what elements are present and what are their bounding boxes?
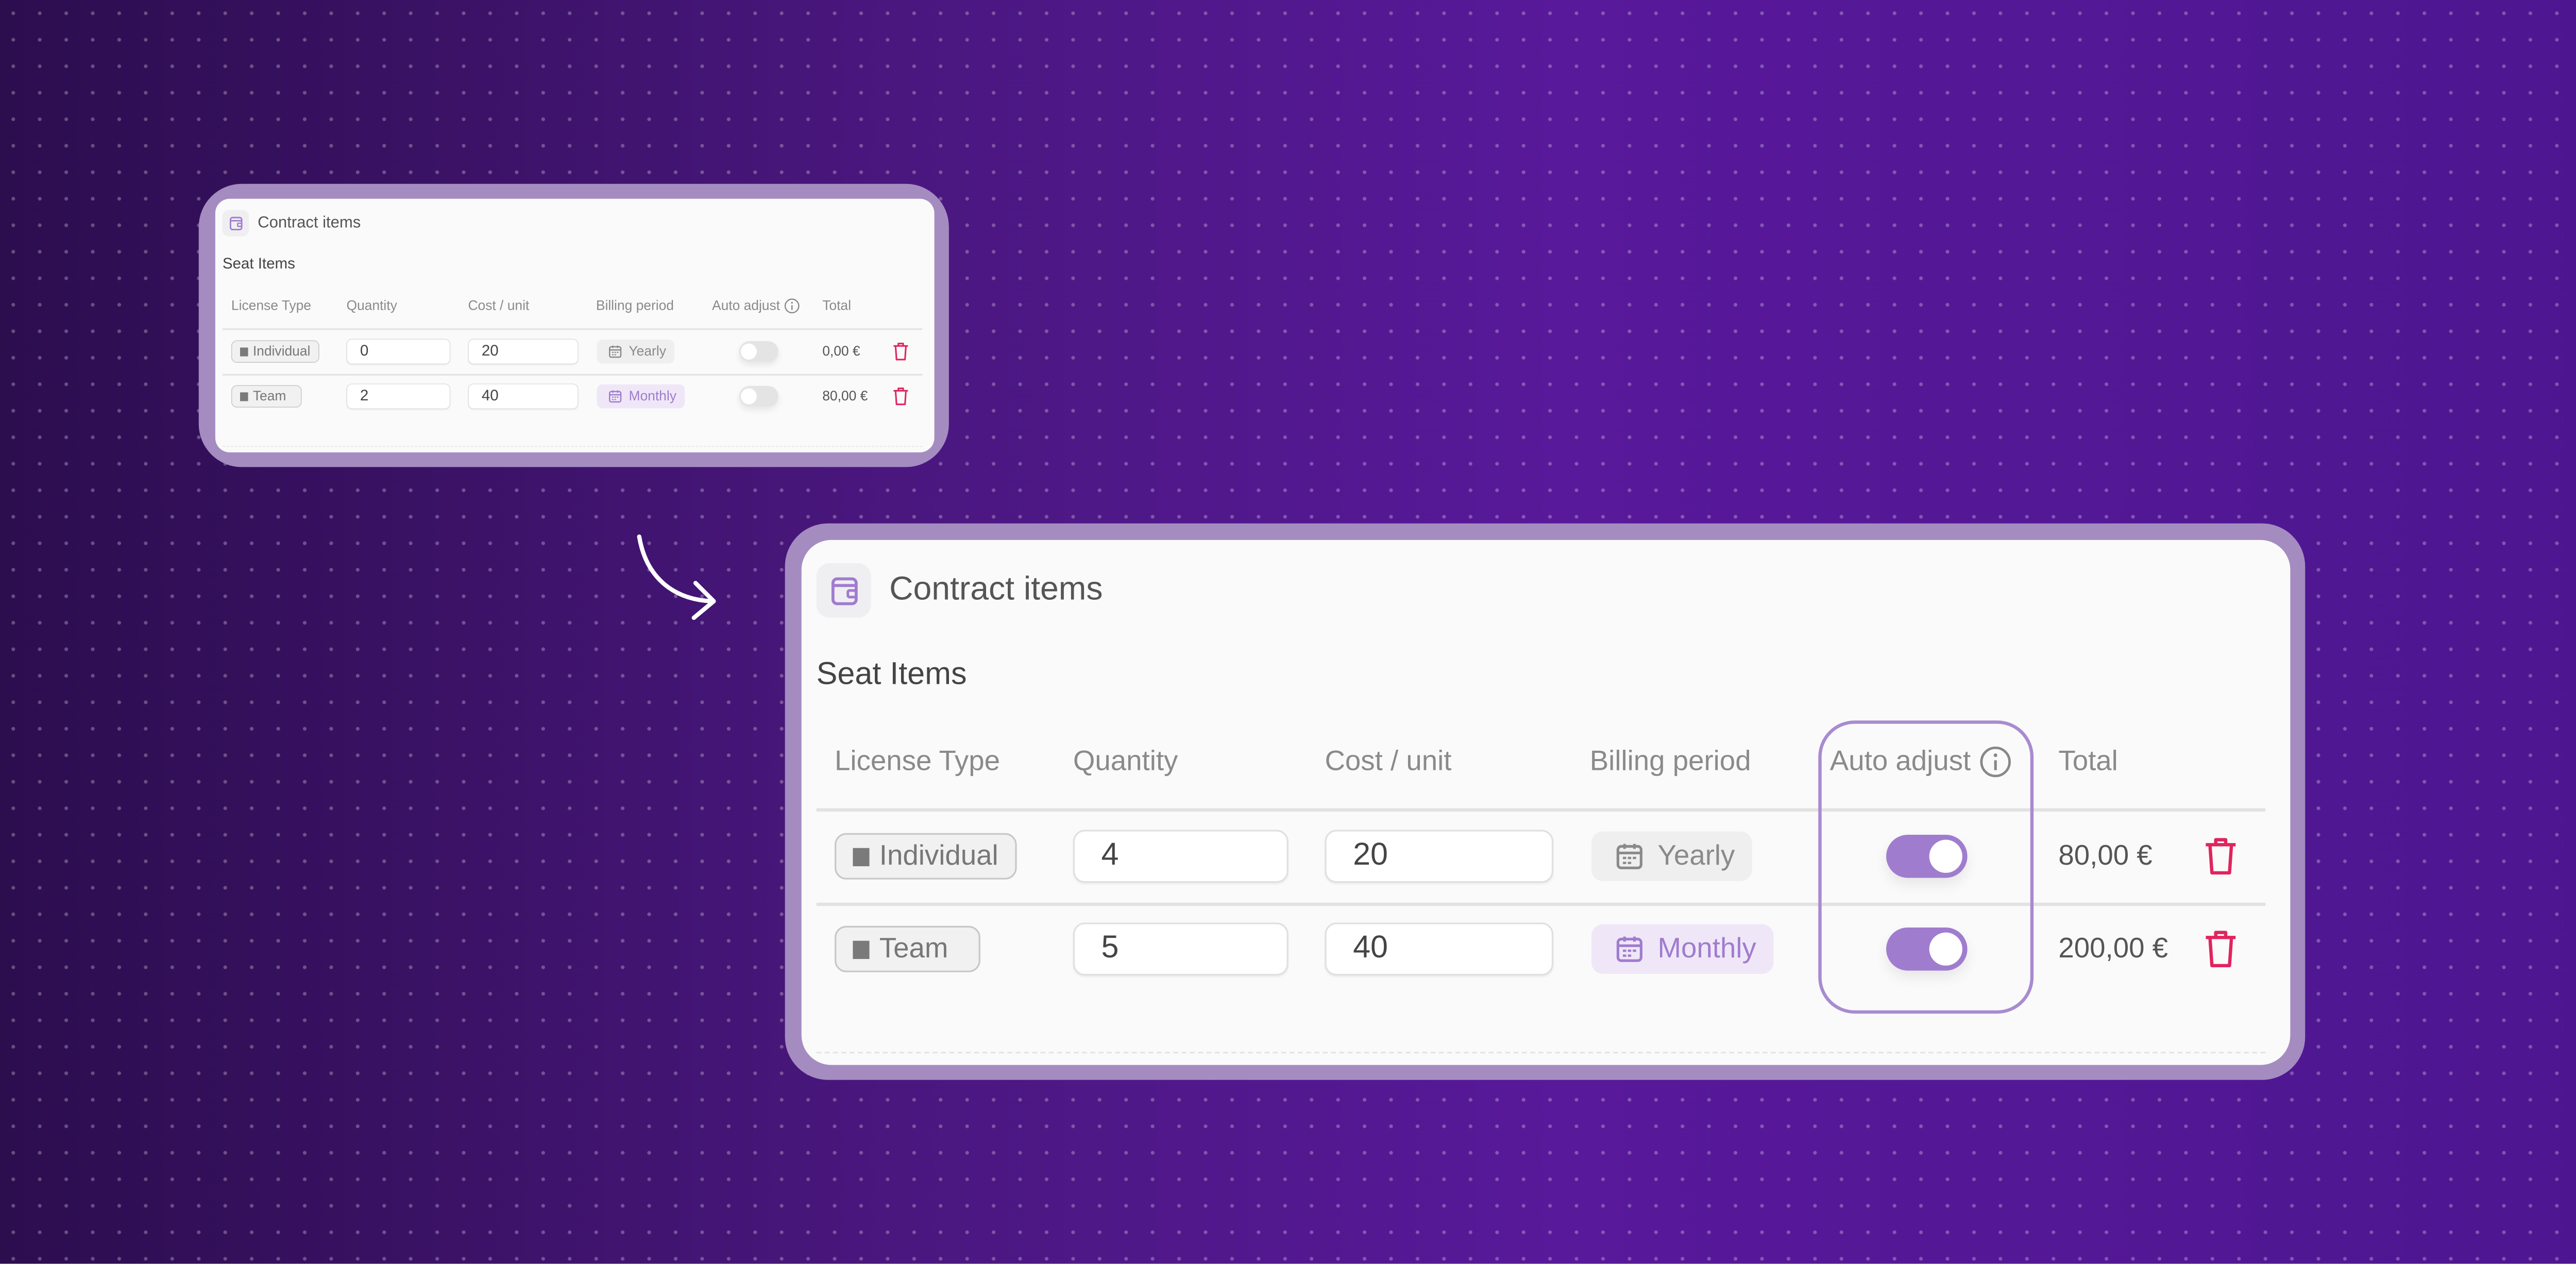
header-license-type: License Type xyxy=(231,298,311,313)
square-icon xyxy=(853,847,870,866)
license-type-label: Individual xyxy=(252,343,311,359)
cost-per-unit-input[interactable]: 20 xyxy=(468,339,579,365)
square-icon xyxy=(240,392,248,401)
header-billing-period: Billing period xyxy=(1589,745,1751,777)
card-title: Contract items xyxy=(889,571,1103,608)
calendar-icon xyxy=(1616,844,1642,869)
toggle-knob xyxy=(740,343,757,360)
calendar-icon xyxy=(1616,936,1642,962)
quantity-input[interactable]: 4 xyxy=(1073,830,1289,883)
trash-icon[interactable] xyxy=(892,342,909,361)
card-title: Contract items xyxy=(258,214,361,232)
quantity-input[interactable]: 0 xyxy=(346,339,451,365)
billing-period-pill[interactable]: Monthly xyxy=(597,384,685,409)
header-license-type: License Type xyxy=(835,745,1001,777)
trash-icon[interactable] xyxy=(2202,929,2239,969)
license-type-badge[interactable]: Team xyxy=(835,925,980,972)
header-quantity: Quantity xyxy=(1073,745,1178,777)
header-cost: Cost / unit xyxy=(468,298,530,313)
auto-adjust-toggle[interactable] xyxy=(1886,928,1968,971)
header-auto-adjust-label: Auto adjust xyxy=(711,298,781,313)
toggle-knob xyxy=(1929,932,1962,966)
row-total: 200,00 € xyxy=(2058,932,2168,964)
header-total: Total xyxy=(822,298,851,313)
row-total: 80,00 € xyxy=(822,388,868,404)
billing-period-label: Yearly xyxy=(629,343,666,359)
billing-period-pill[interactable]: Yearly xyxy=(1591,831,1752,882)
wallet-icon-box xyxy=(816,563,871,618)
section-title: Seat Items xyxy=(222,255,295,273)
license-type-badge[interactable]: Individual xyxy=(835,833,1017,880)
billing-period-pill[interactable]: Monthly xyxy=(1591,924,1773,974)
billing-period-label: Monthly xyxy=(629,388,676,404)
billing-period-label: Yearly xyxy=(1657,839,1735,871)
info-icon[interactable] xyxy=(784,298,800,314)
auto-adjust-toggle[interactable] xyxy=(1886,835,1968,878)
header-total: Total xyxy=(2058,745,2118,777)
square-icon xyxy=(853,940,870,958)
cost-per-unit-input[interactable]: 20 xyxy=(1325,830,1554,883)
trash-icon[interactable] xyxy=(2202,836,2239,876)
auto-adjust-highlight xyxy=(1818,720,2034,1014)
license-type-label: Team xyxy=(252,388,286,404)
square-icon xyxy=(240,347,248,356)
divider xyxy=(222,446,923,447)
license-type-badge[interactable]: Team xyxy=(231,385,302,408)
wallet-icon-box xyxy=(222,210,249,237)
trash-icon[interactable] xyxy=(892,387,909,406)
header-quantity: Quantity xyxy=(346,298,397,313)
large-contract-items-card: Contract items Seat Items License Type Q… xyxy=(801,540,2291,1065)
row-total: 80,00 € xyxy=(2058,839,2153,871)
billing-period-pill[interactable]: Yearly xyxy=(597,339,674,364)
auto-adjust-toggle[interactable] xyxy=(739,341,778,362)
info-icon[interactable] xyxy=(1979,745,2012,778)
wallet-icon xyxy=(831,576,857,604)
header-auto-adjust: Auto adjust xyxy=(712,298,800,314)
arrow-icon xyxy=(637,534,716,620)
header-billing-period: Billing period xyxy=(596,298,674,313)
section-title: Seat Items xyxy=(816,658,967,693)
quantity-input[interactable]: 2 xyxy=(346,383,451,410)
license-type-label: Team xyxy=(879,932,948,964)
divider xyxy=(816,902,2266,905)
wallet-icon xyxy=(229,216,242,230)
toggle-knob xyxy=(740,388,757,405)
divider xyxy=(222,374,923,376)
cost-per-unit-input[interactable]: 40 xyxy=(1325,922,1554,976)
auto-adjust-toggle[interactable] xyxy=(739,386,778,407)
divider xyxy=(816,1052,2266,1054)
toggle-knob xyxy=(1929,839,1962,873)
quantity-input[interactable]: 5 xyxy=(1073,922,1289,976)
calendar-icon xyxy=(609,390,622,403)
divider xyxy=(222,328,923,330)
billing-period-label: Monthly xyxy=(1657,932,1756,964)
calendar-icon xyxy=(609,345,622,358)
license-type-label: Individual xyxy=(879,839,998,871)
cost-per-unit-input[interactable]: 40 xyxy=(468,383,579,410)
header-cost: Cost / unit xyxy=(1325,745,1452,777)
small-contract-items-card: Contract items Seat Items License Type Q… xyxy=(215,198,935,452)
license-type-badge[interactable]: Individual xyxy=(231,340,319,363)
row-total: 0,00 € xyxy=(822,343,860,359)
divider xyxy=(816,808,2266,811)
